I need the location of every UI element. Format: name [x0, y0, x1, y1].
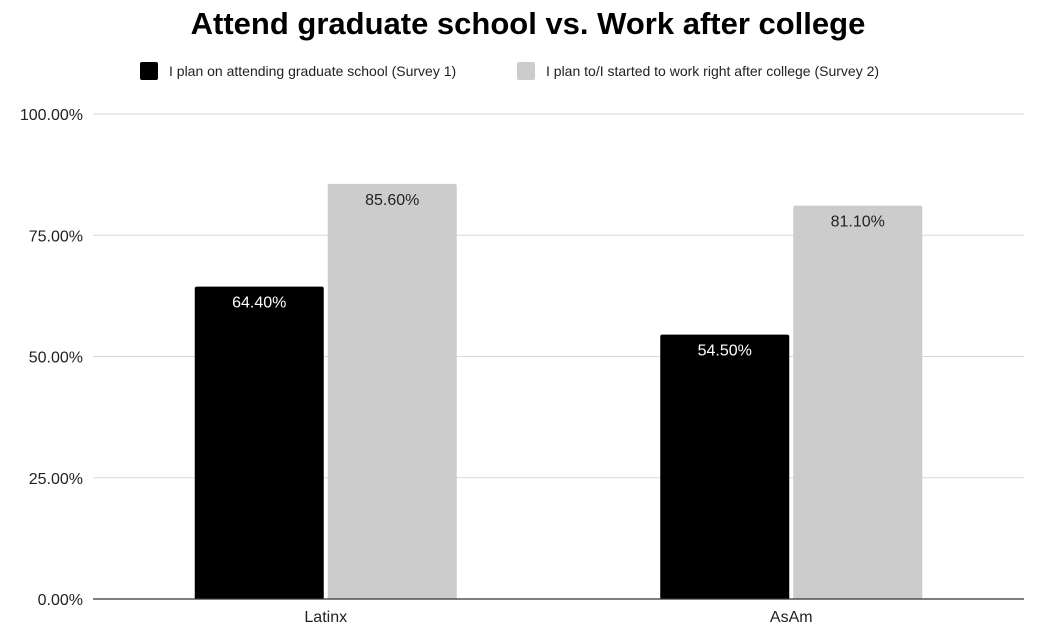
data-label: 64.40% — [232, 295, 286, 312]
data-label: 85.60% — [365, 192, 419, 209]
y-tick-label: 75.00% — [29, 228, 83, 245]
legend-swatch — [140, 62, 158, 80]
y-tick-label: 25.00% — [29, 471, 83, 488]
bar-asam-series-2 — [793, 205, 923, 600]
legend-label: I plan to/I started to work right after … — [546, 63, 879, 79]
x-tick-label: Latinx — [304, 609, 347, 626]
y-axis-ticks: 0.00% 25.00% 50.00% 75.00% 100.00% — [20, 107, 83, 609]
legend-label: I plan on attending graduate school (Sur… — [169, 63, 456, 79]
bar-latinx-series-1 — [194, 286, 324, 599]
data-label: 81.10% — [831, 214, 885, 231]
y-tick-label: 0.00% — [38, 592, 83, 609]
y-tick-label: 50.00% — [29, 350, 83, 367]
bar-asam-series-1 — [660, 334, 790, 599]
legend-swatch — [517, 62, 535, 80]
x-tick-label: AsAm — [770, 609, 813, 626]
x-axis-ticks: Latinx AsAm — [304, 609, 812, 626]
chart-title: Attend graduate school vs. Work after co… — [191, 6, 866, 41]
y-tick-label: 100.00% — [20, 107, 83, 124]
data-label: 54.50% — [698, 343, 752, 360]
data-labels: 64.40% 85.60% 54.50% 81.10% — [232, 192, 885, 360]
bar-latinx-series-2 — [327, 183, 457, 599]
bars — [194, 183, 923, 600]
legend: I plan on attending graduate school (Sur… — [140, 62, 879, 80]
